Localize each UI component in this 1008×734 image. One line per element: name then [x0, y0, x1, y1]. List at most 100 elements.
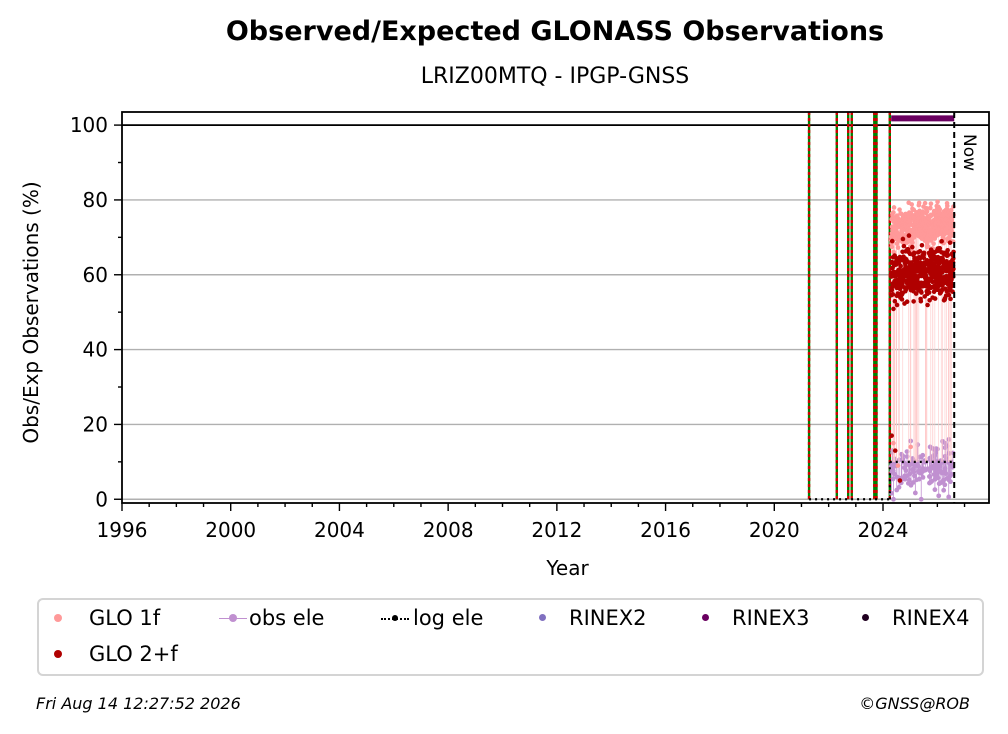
x-axis-label: Year: [545, 556, 589, 580]
glo-2f-point: [889, 287, 895, 293]
glo-1f-point: [895, 245, 901, 250]
obs-ele-point: [920, 474, 926, 480]
legend-label-log-ele: log ele: [413, 606, 484, 630]
glo-2f-point: [911, 299, 916, 304]
glo-2f-point: [890, 292, 896, 297]
legend-label-rinex4: RINEX4: [892, 606, 970, 630]
x-tick-label: 1996: [97, 518, 148, 542]
glo-1f-point: [916, 200, 922, 206]
glo-2f-point: [913, 291, 919, 296]
glo-outlier-point: [897, 478, 903, 483]
x-tick-label: 2004: [314, 518, 365, 542]
y-tick-label: 80: [83, 188, 108, 212]
obs-ele-point: [946, 494, 952, 500]
y-tick-label: 60: [83, 263, 108, 287]
y-tick-label: 20: [83, 412, 108, 436]
legend-label-obs-ele: obs ele: [249, 606, 325, 630]
glo-2f-point: [910, 244, 915, 250]
obs-ele-point: [918, 496, 924, 502]
legend-entry-rinex4: RINEX4: [854, 606, 970, 630]
glo-2f-point: [927, 298, 932, 303]
footer-timestamp: Fri Aug 14 12:27:52 2026: [36, 694, 241, 713]
obs-ele-point: [905, 480, 911, 486]
glo-2f-point: [939, 238, 944, 244]
glo-outlier-point: [889, 433, 895, 438]
glo-outlier-point: [892, 448, 898, 453]
glo-2f-point: [948, 296, 953, 302]
glo-2f-point: [901, 243, 907, 249]
x-tick-label: 2024: [858, 518, 909, 542]
x-tick-label: 2016: [640, 518, 691, 542]
glo-1f-point: [948, 207, 954, 213]
x-tick-label: 2008: [423, 518, 474, 542]
obs-ele-point: [935, 475, 941, 481]
glo-2f-point: [906, 233, 912, 238]
glo-2f-point: [911, 250, 917, 256]
legend-label-glo-2f: GLO 2+f: [89, 642, 178, 666]
glo-1f-point: [925, 244, 931, 249]
glo-2f-point: [939, 270, 945, 275]
obs-ele-point: [891, 496, 896, 502]
glo-2f-point: [946, 292, 952, 298]
plot-frame: [121, 111, 990, 504]
obs-ele-point: [918, 454, 924, 460]
glo-1f-point: [897, 207, 902, 212]
glo-2f-point: [945, 252, 951, 258]
obs-ele-point: [902, 476, 908, 482]
glo-2f-point: [917, 248, 923, 254]
obs-ele-point: [927, 474, 932, 479]
obs-ele-point: [932, 487, 938, 493]
legend-label-glo-1f: GLO 1f: [89, 606, 161, 630]
obs-ele-point: [933, 461, 939, 467]
chart-svg: Now 1996 2000 2004 2008 2012 2016 2020 2024 0 20 40…: [19, 111, 990, 580]
glo-1f-point: [937, 207, 943, 212]
legend-marker-rinex3: [694, 611, 724, 625]
y-tick-label: 40: [83, 338, 108, 362]
obs-ele-point: [943, 471, 949, 476]
obs-ele-point: [927, 457, 933, 463]
legend-marker-glo-2f: [51, 647, 81, 661]
obs-ele-point: [927, 444, 933, 450]
glo-2f-point: [894, 302, 900, 308]
glo-2f-point: [891, 306, 896, 312]
glo-2f-point: [925, 302, 930, 308]
x-tick-label: 2000: [205, 518, 256, 542]
obs-ele-point: [948, 479, 953, 485]
obs-ele-point: [934, 446, 940, 452]
glo-2f-point: [900, 236, 906, 242]
x-tick-label: 2020: [749, 518, 800, 542]
glo-1f-point: [931, 241, 936, 246]
legend-entry-glo-2f: GLO 2+f: [51, 642, 178, 666]
obs-ele-point: [935, 466, 941, 472]
legend-marker-glo-1f: [51, 611, 81, 625]
glo-2f-point: [919, 290, 924, 295]
glo-1f-point: [944, 203, 950, 209]
obs-ele-point: [941, 487, 947, 493]
glo-2f-point: [895, 291, 901, 296]
glo-2f-point: [898, 263, 903, 269]
glo-1f-point: [891, 249, 896, 255]
obs-ele-point: [890, 476, 896, 482]
legend-label-rinex2: RINEX2: [569, 606, 647, 630]
glo-2f-point: [899, 297, 905, 302]
legend-entry-rinex3: RINEX3: [694, 606, 810, 630]
glo-1f-point: [909, 202, 915, 207]
legend-label-rinex3: RINEX3: [732, 606, 810, 630]
legend-entry-log-ele: log ele: [381, 606, 483, 630]
glo-2f-point: [892, 298, 898, 304]
x-tick-label: 2012: [531, 518, 582, 542]
legend-entry-obs-ele: obs ele: [219, 606, 324, 630]
now-label: Now: [959, 134, 979, 171]
obs-ele-point: [903, 468, 909, 473]
obs-ele-point: [912, 490, 918, 496]
obs-ele-point: [915, 468, 921, 474]
glo-2f-point: [889, 238, 895, 244]
glo-2f-point: [918, 298, 924, 304]
glo-1f-point: [907, 218, 913, 224]
glo-1f-point: [928, 201, 934, 206]
glo-outlier-point: [891, 440, 896, 446]
glo-2f-point: [921, 255, 927, 261]
glo-2f-point: [904, 299, 910, 305]
glo-1f-point: [935, 199, 940, 205]
glo-1f-point: [891, 210, 896, 215]
